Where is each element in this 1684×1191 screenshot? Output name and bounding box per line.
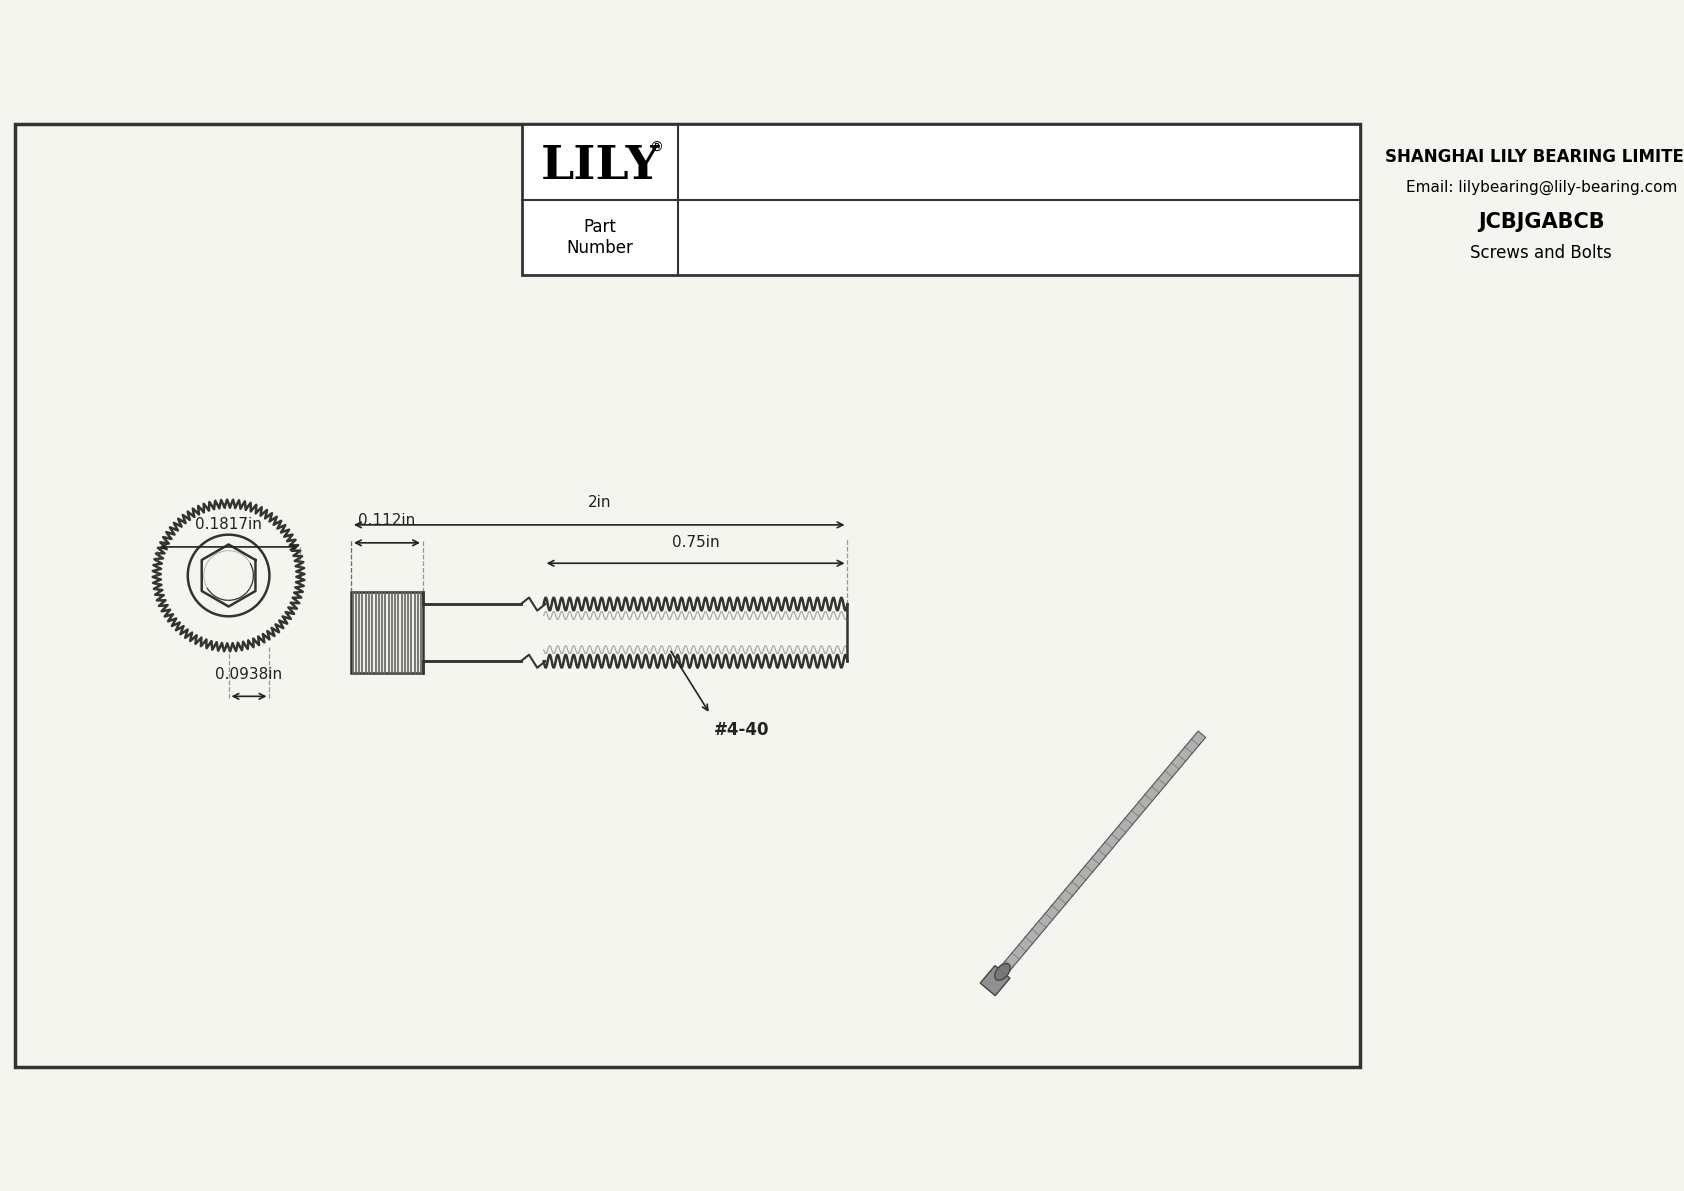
Text: Part
Number: Part Number: [566, 218, 633, 257]
Ellipse shape: [995, 964, 1010, 980]
Text: 0.1817in: 0.1817in: [195, 517, 263, 532]
Text: Screws and Bolts: Screws and Bolts: [1470, 243, 1612, 262]
Text: #4-40: #4-40: [714, 721, 770, 738]
Text: 0.0938in: 0.0938in: [216, 667, 283, 681]
Text: 0.75in: 0.75in: [672, 535, 719, 550]
Text: ®: ®: [648, 142, 662, 155]
Text: JCBJGABCB: JCBJGABCB: [1479, 212, 1605, 232]
Bar: [522, 124, 1361, 275]
Text: SHANGHAI LILY BEARING LIMITED: SHANGHAI LILY BEARING LIMITED: [1384, 148, 1684, 167]
Text: LILY: LILY: [541, 143, 660, 189]
Polygon shape: [999, 731, 1206, 975]
Text: 0.112in: 0.112in: [359, 513, 416, 528]
Polygon shape: [980, 966, 1010, 996]
Text: Email: lilybearing@lily-bearing.com: Email: lilybearing@lily-bearing.com: [1406, 180, 1677, 195]
Text: 2in: 2in: [588, 495, 611, 510]
Bar: [350, 592, 423, 673]
